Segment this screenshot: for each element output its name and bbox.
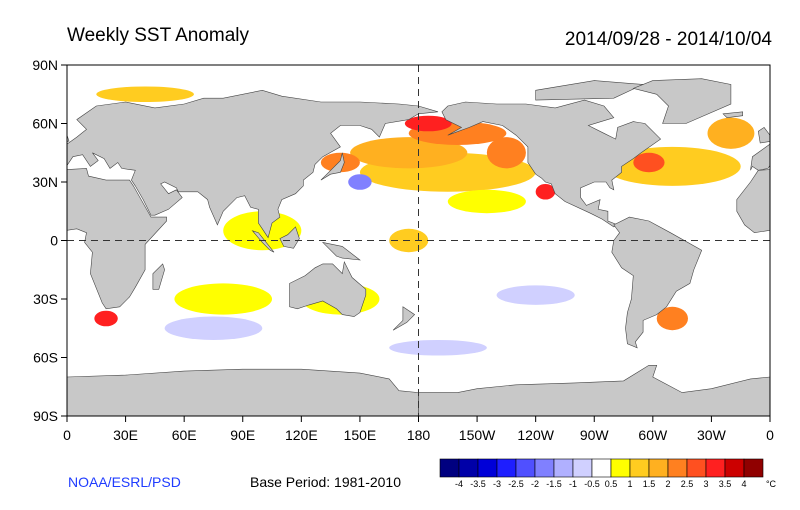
anomaly-region — [447, 189, 526, 214]
landmass-greenland — [632, 78, 732, 124]
colorbar-swatch — [515, 458, 536, 478]
colorbar-swatch — [705, 458, 726, 478]
x-tick-label: 30E — [113, 427, 138, 443]
landmass-greenland — [0, 79, 28, 124]
x-tick-label: 120W — [517, 427, 554, 443]
anomaly-region — [350, 137, 468, 169]
y-tick-label: 0 — [50, 233, 58, 249]
landmass-samerica — [611, 216, 703, 349]
landmass-nz — [392, 306, 416, 331]
landmass-arctic_is — [535, 80, 645, 101]
colorbar-label: 0.5 — [605, 479, 618, 489]
colorbar-label: 3.5 — [719, 479, 732, 489]
colorbar-label: -0.5 — [584, 479, 600, 489]
anomaly-region — [94, 310, 118, 327]
x-tick-label: 150W — [459, 427, 496, 443]
colorbar-swatch — [667, 458, 688, 478]
anomaly-region — [164, 316, 263, 340]
x-tick-label: 90E — [230, 427, 255, 443]
anomaly-region — [348, 174, 372, 190]
landmass-africa — [736, 169, 770, 234]
x-tick-label: 30W — [697, 427, 727, 443]
anomaly-region — [96, 86, 194, 103]
colorbar-label: 3 — [703, 479, 708, 489]
colorbar-label: 1 — [627, 479, 632, 489]
x-tick-label: 90W — [580, 427, 610, 443]
colorbar-swatch — [743, 458, 764, 478]
colorbar-swatch — [724, 458, 745, 478]
x-tick-label: 0 — [63, 427, 71, 443]
colorbar: -4 -3.5 -3 -2.5 -2 -1.5 -1 -0.5 0.5 1 1.5 2 2.5 3 3.5 4… — [439, 458, 777, 489]
colorbar-swatch — [648, 458, 669, 478]
colorbar-swatch — [629, 458, 650, 478]
landmass-newguinea — [321, 241, 361, 261]
x-tick-label: 0 — [766, 427, 774, 443]
x-tick-label: 60E — [172, 427, 197, 443]
colorbar-label: 4 — [741, 479, 746, 489]
map-title: Weekly SST Anomaly — [67, 25, 249, 46]
colorbar-swatch — [534, 458, 555, 478]
colorbar-swatch — [477, 458, 498, 478]
colorbar-label: -1 — [569, 479, 577, 489]
x-tick-label: 60W — [638, 427, 668, 443]
landmass-namerica — [441, 99, 662, 228]
landmass-australia — [289, 260, 367, 317]
colorbar-swatch — [458, 458, 479, 478]
y-tick-label: 30N — [32, 174, 58, 190]
landmass-antarctica — [418, 365, 770, 416]
y-tick-label: 60S — [33, 350, 58, 366]
anomaly-region — [633, 152, 665, 173]
colorbar-swatch — [439, 458, 460, 478]
colorbar-label: -1.5 — [546, 479, 562, 489]
landmass-antarctica — [67, 368, 419, 416]
y-tick-label: 60N — [32, 116, 58, 132]
landmass-africa — [67, 168, 167, 310]
anomaly-region — [707, 117, 755, 149]
axis-ticks: 0 30E 60E 90E 120E 150E 180 150W 120W 90W 60W 30W 09… — [32, 57, 774, 443]
y-tick-label: 30S — [33, 291, 58, 307]
anomaly-layer — [94, 86, 755, 356]
landmass-borneo — [279, 226, 300, 249]
y-tick-label: 90N — [32, 57, 58, 73]
colorbar-label: -2 — [531, 479, 539, 489]
landmass-madagascar — [152, 263, 165, 290]
colorbar-label: -3.5 — [470, 479, 486, 489]
landmass-japan — [320, 152, 345, 181]
anomaly-region — [389, 339, 487, 356]
anomaly-region — [404, 115, 452, 132]
colorbar-swatch — [686, 458, 707, 478]
colorbar-swatch — [572, 458, 593, 478]
colorbar-label: -4 — [455, 479, 463, 489]
colorbar-swatch — [610, 458, 631, 478]
y-tick-label: 90S — [33, 408, 58, 424]
anomaly-region — [174, 283, 273, 315]
colorbar-label: -3 — [493, 479, 501, 489]
colorbar-label: 2.5 — [681, 479, 694, 489]
x-tick-label: 120E — [285, 427, 318, 443]
anomaly-region — [535, 183, 556, 200]
colorbar-label: 1.5 — [643, 479, 656, 489]
x-tick-label: 150E — [344, 427, 377, 443]
base-period-label: Base Period: 1981-2010 — [250, 474, 401, 490]
landmass-eurasia — [750, 143, 770, 171]
colorbar-label: 2 — [665, 479, 670, 489]
colorbar-unit: °C — [766, 479, 777, 489]
colorbar-swatch — [496, 458, 517, 478]
landmass-uk — [757, 126, 770, 144]
landmass-iceland — [722, 111, 743, 119]
anomaly-region — [486, 137, 526, 169]
colorbar-swatch — [553, 458, 574, 478]
anomaly-region — [656, 306, 688, 331]
credit-label: NOAA/ESRL/PSD — [68, 474, 181, 490]
date-range: 2014/09/28 - 2014/10/04 — [564, 29, 772, 50]
colorbar-label: -2.5 — [508, 479, 524, 489]
landmass-eurasia — [67, 89, 439, 239]
anomaly-region — [496, 285, 575, 305]
land-layer — [0, 78, 770, 416]
colorbar-swatch — [591, 458, 612, 478]
x-tick-label: 180 — [407, 427, 431, 443]
